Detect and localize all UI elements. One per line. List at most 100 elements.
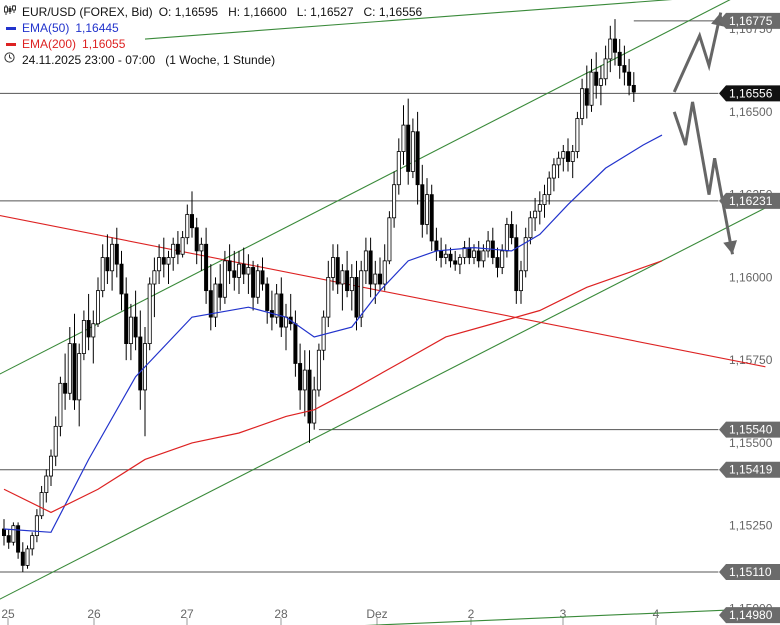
horizontal-levels (0, 20, 719, 573)
candle (91, 310, 96, 364)
candle (157, 244, 162, 285)
candle-body (617, 51, 622, 66)
candle-body (208, 290, 213, 318)
candle (429, 184, 434, 251)
candle-body (500, 250, 505, 268)
candle (377, 257, 382, 291)
candle-body (598, 78, 603, 86)
candle-body (96, 290, 101, 325)
candle (622, 45, 627, 86)
candle-body (471, 250, 476, 258)
price-tag-label: 1,16556 (729, 86, 773, 100)
candle (617, 39, 622, 79)
y-tick-label: 1,16000 (729, 270, 773, 284)
candle-body (434, 240, 439, 252)
candle (161, 237, 166, 278)
candle (293, 310, 298, 377)
candle-body (274, 293, 279, 318)
candle (504, 217, 509, 258)
channel-line (0, 207, 766, 600)
candle (580, 78, 585, 126)
candle (302, 350, 307, 417)
candle-body (110, 243, 115, 272)
channel-line (144, 0, 673, 40)
candle-body (91, 323, 96, 338)
candle (457, 254, 462, 275)
candle-body (218, 283, 223, 298)
price-tag: 1,15540 (719, 421, 780, 438)
candle-body (298, 363, 303, 391)
candle-body (128, 316, 133, 345)
candle (227, 244, 232, 285)
candle (434, 227, 439, 261)
candle-body (439, 250, 444, 258)
projection-down-arrow (672, 101, 734, 255)
candle (533, 197, 538, 232)
candle (542, 184, 547, 218)
candle (396, 138, 401, 195)
price-tag-bg (719, 607, 780, 624)
candle (326, 260, 331, 328)
candle-body (603, 58, 608, 80)
candle (603, 45, 608, 86)
candle (279, 277, 284, 337)
candle-body (514, 237, 519, 292)
candle-body (528, 217, 533, 239)
candle-body (180, 237, 185, 255)
candle-body (67, 343, 72, 394)
candle-body (25, 548, 30, 566)
x-tick-label: 26 (87, 607, 101, 621)
candle (16, 522, 21, 559)
legend-open: O: 1,16595 (158, 5, 219, 19)
price-tag: 1,14980 (719, 607, 780, 624)
candle (119, 250, 124, 311)
clock-icon (4, 52, 18, 68)
candle (627, 58, 632, 96)
candle-body (326, 276, 331, 318)
candle-body (175, 243, 180, 255)
candle-body (213, 283, 218, 318)
candle (199, 237, 204, 271)
price-tag: 1,16775 (719, 12, 780, 29)
price-tag-label: 1,16775 (729, 14, 773, 28)
candle (575, 111, 580, 159)
candle-body (443, 253, 448, 258)
candle-body (481, 250, 486, 262)
candle-body (6, 535, 11, 543)
candle-body (138, 336, 143, 391)
price-tag-bg (719, 421, 780, 438)
candle (185, 204, 190, 245)
candle-body (363, 250, 368, 272)
candle (410, 118, 415, 179)
candle-body (194, 227, 199, 252)
candle-body (39, 492, 44, 517)
candle (598, 65, 603, 106)
candle-body (246, 267, 251, 275)
candle (133, 290, 138, 351)
candle (274, 284, 279, 324)
candle (448, 247, 453, 268)
legend-period-row: 24.11.2025 23:00 - 07:00 (1 Woche, 1 Stu… (4, 52, 422, 68)
candle (269, 290, 274, 331)
legend-ema200-value: 1,16055 (82, 37, 126, 51)
candle-body (584, 88, 589, 106)
candle (514, 224, 519, 304)
candle-body (613, 38, 618, 53)
candle-body (316, 349, 321, 391)
candle-body (77, 353, 82, 401)
candle-body (30, 535, 35, 550)
candle (476, 240, 481, 268)
candle-body (161, 257, 166, 265)
candle (462, 240, 467, 265)
candle (53, 416, 58, 467)
y-tick-label: 1,15750 (729, 353, 773, 367)
price-tag-label: 1,14980 (729, 608, 773, 622)
candle (495, 247, 500, 278)
candle-body (279, 293, 284, 328)
candle-body (157, 257, 162, 272)
candle (110, 237, 115, 291)
candle-body (420, 184, 425, 225)
candle-body (133, 316, 138, 338)
